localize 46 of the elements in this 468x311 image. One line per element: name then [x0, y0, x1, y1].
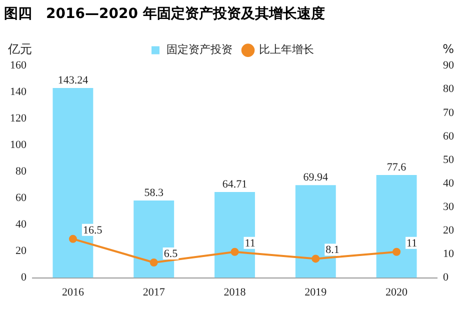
data-label: 16.5 — [82, 224, 103, 236]
data-label: 11 — [406, 237, 418, 250]
y-tick-label: 120 — [10, 112, 27, 125]
y-axis-title: 亿元 — [7, 42, 32, 56]
y-tick-label: 40 — [16, 218, 27, 231]
y2-tick-label: 80 — [443, 83, 454, 96]
y2-tick-label: 50 — [443, 154, 454, 166]
y-tick-label: 100 — [10, 139, 27, 152]
legend-label: 固定资产投资 — [166, 43, 232, 56]
data-label: 77.6 — [386, 161, 407, 174]
y-tick-label: 60 — [16, 192, 27, 204]
y2-tick-label: 0 — [443, 272, 449, 284]
data-label: 58.3 — [144, 186, 164, 199]
y2-axis-title: % — [442, 42, 454, 56]
data-label: 11 — [244, 237, 256, 250]
y2-tick-label: 30 — [443, 201, 454, 214]
y-tick-label: 20 — [16, 245, 27, 258]
point — [312, 254, 320, 263]
y2-tick-label: 10 — [443, 248, 454, 260]
y2-tick-label: 40 — [443, 177, 454, 190]
y2-tick-label: 60 — [443, 130, 454, 142]
y2-tick-label: 20 — [443, 224, 454, 237]
point — [230, 248, 239, 256]
data-label: 64.71 — [222, 178, 248, 190]
bar — [214, 192, 255, 278]
x-tick-label: 2017 — [142, 286, 166, 298]
point — [68, 234, 77, 243]
y-tick-label: 0 — [21, 272, 27, 284]
point — [150, 258, 158, 266]
y-tick-label: 80 — [16, 166, 27, 178]
x-tick-label: 2016 — [62, 286, 84, 298]
y2-tick-label: 70 — [443, 106, 454, 119]
y-tick-label: 160 — [10, 60, 27, 72]
data-label: 6.5 — [164, 248, 178, 260]
x-tick-label: 2018 — [224, 286, 246, 298]
x-tick-label: 2020 — [386, 286, 408, 298]
data-label: 143.24 — [58, 74, 89, 86]
y-tick-label: 140 — [10, 86, 27, 98]
bar — [376, 174, 417, 278]
legend-label: 比上年增长 — [259, 43, 314, 56]
x-tick-label: 2019 — [304, 286, 328, 298]
data-label: 8.1 — [326, 244, 340, 256]
chart-title: 图四 2016—2020 年固定资产投资及其增长速度 — [4, 5, 325, 22]
y2-tick-label: 90 — [443, 60, 454, 72]
data-label: 69.94 — [303, 172, 329, 184]
point — [392, 248, 401, 256]
